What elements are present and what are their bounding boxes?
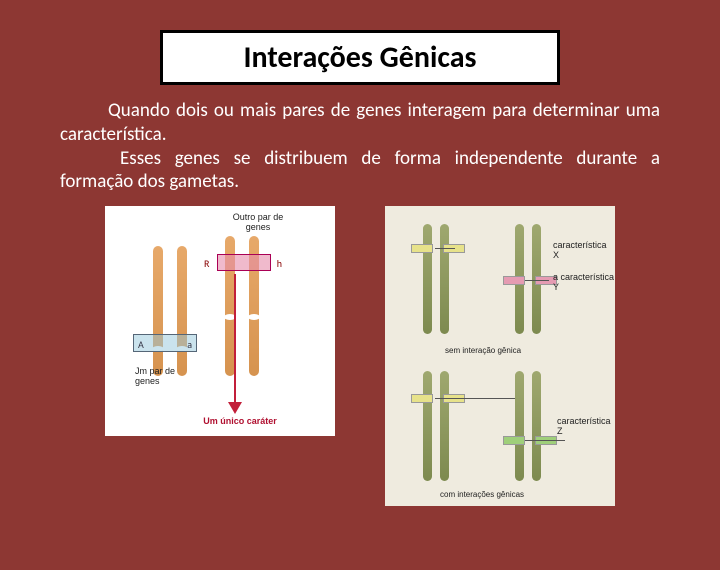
allele-A: A	[138, 338, 144, 351]
tag-B	[503, 276, 525, 285]
tag-A	[411, 244, 433, 253]
label-other-pair: Outro par de genes	[223, 212, 293, 232]
r2-chrom-4	[532, 371, 541, 481]
tag-E	[503, 436, 525, 445]
label-char-y: a característica Y	[553, 272, 615, 292]
locus-band-Aa: A a	[133, 334, 197, 352]
slide-title: Interações Gênicas	[163, 39, 557, 76]
label-with-interaction: com interações gênicas	[440, 490, 524, 499]
chromosome-1	[153, 246, 163, 376]
paragraph-2: Esses genes se distribuem de forma indep…	[60, 147, 660, 195]
label-char-z: característica Z	[557, 416, 615, 436]
connector-2	[525, 280, 549, 281]
r1-chrom-2	[440, 224, 449, 334]
r2-chrom-2	[440, 371, 449, 481]
label-char-x: característica X	[553, 240, 615, 260]
label-no-interaction: sem interação gênica	[445, 346, 521, 355]
r2-chrom-3	[515, 371, 524, 481]
r1-chrom-1	[423, 224, 432, 334]
connector-4	[525, 440, 565, 441]
figures-row: Outro par de genes A a Jm par de genes U…	[0, 206, 720, 506]
figure-right: característica X a característica Y sem …	[385, 206, 615, 506]
label-single-char: Um único caráter	[195, 416, 285, 426]
title-box: Interações Gênicas	[160, 30, 560, 85]
connector-1	[435, 248, 455, 249]
r2-chrom-1	[423, 371, 432, 481]
locus-band-Rh	[217, 254, 271, 271]
arrow-line	[234, 274, 236, 404]
arrow-head-icon	[228, 402, 242, 414]
chromosome-2	[177, 246, 187, 376]
label-one-pair: Jm par de genes	[135, 366, 191, 386]
connector-3	[435, 398, 515, 399]
allele-a: a	[187, 338, 192, 351]
tag-C	[411, 394, 433, 403]
body-text: Quando dois ou mais pares de genes inter…	[0, 93, 720, 194]
paragraph-1: Quando dois ou mais pares de genes inter…	[60, 99, 660, 147]
figure-left: Outro par de genes A a Jm par de genes U…	[105, 206, 335, 436]
